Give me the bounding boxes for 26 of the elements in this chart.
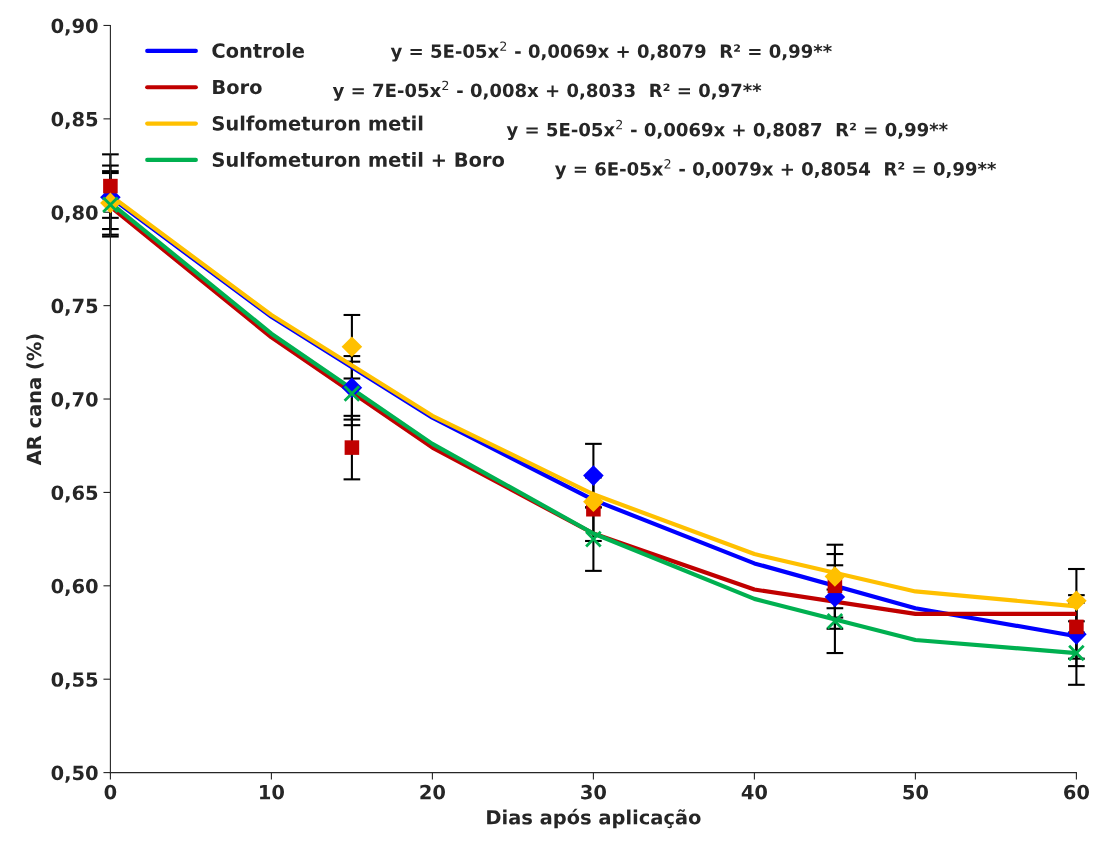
x-tick-label: 40	[741, 784, 767, 800]
legend-label: Sulfometuron metil	[212, 115, 423, 131]
annotation: y = 6E-05x$^{2}$ - 0,0079x + 0,8054 R² = 0,99**	[554, 159, 997, 180]
y-tick-label: 0,75	[51, 298, 98, 316]
y-tick-label: 0,50	[51, 765, 98, 783]
x-tick-label: 60	[1064, 784, 1089, 800]
y-tick-label: 0,60	[51, 578, 98, 596]
x-tick-label: 30	[581, 784, 606, 800]
y-tick-label: 0,90	[51, 18, 98, 36]
x-tick-label: 20	[420, 784, 445, 800]
y-axis-title: AR cana (%)	[26, 334, 44, 466]
legend-label: Controle	[212, 42, 305, 59]
x-tick-label: 10	[260, 784, 284, 800]
x-axis-title: Dias após aplicação	[487, 808, 701, 829]
x-tick-label: 50	[903, 784, 928, 800]
legend-label: Sulfometuron metil + Boro	[212, 151, 505, 167]
y-tick-label: 0,55	[51, 672, 98, 690]
y-tick-label: 0,85	[51, 111, 98, 130]
y-tick-label: 0,70	[51, 391, 98, 410]
annotation: y = 5E-05x$^{2}$ - 0,0069x + 0,8087 R² = 0,99**	[506, 119, 948, 141]
legend-label: Boro	[213, 79, 262, 95]
annotation: y = 7E-05x$^{2}$ - 0,008x + 0,8033 R² = 0,97**	[332, 80, 762, 101]
y-tick-label: 0,65	[51, 485, 98, 503]
x-tick-label: 0	[104, 784, 117, 800]
y-tick-label: 0,80	[51, 205, 98, 223]
annotation: y = 5E-05x$^{2}$ - 0,0069x + 0,8079 R² = 0,99**	[390, 41, 832, 62]
